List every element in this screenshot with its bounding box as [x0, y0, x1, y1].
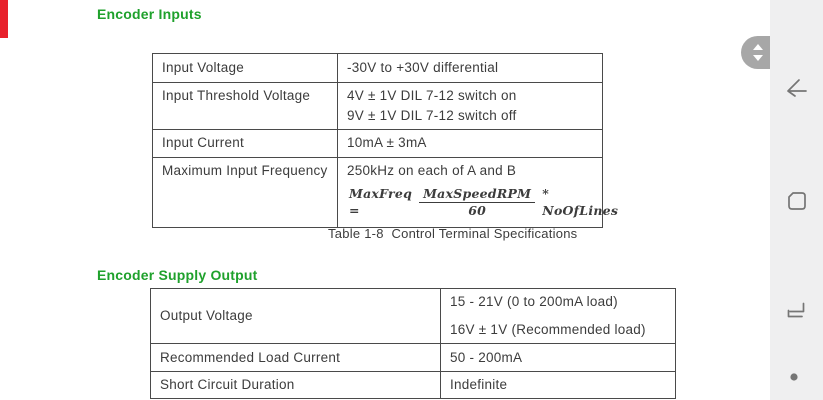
table-row: Maximum Input Frequency 250kHz on each o…: [152, 156, 618, 228]
max-frequency-formula: MaxFreq = MaxSpeedRPM 60 * NoOfLines: [349, 186, 618, 219]
spec-value: -30V to +30V differential: [337, 53, 603, 83]
home-icon: [788, 192, 806, 210]
spec-value: 250kHz on each of A and B MaxFreq = MaxS…: [337, 156, 618, 228]
spec-value: Indefinite: [440, 371, 676, 399]
recents-button[interactable]: [785, 300, 809, 324]
spec-value: 15 - 21V (0 to 200mA load) 16V ± 1V (Rec…: [440, 288, 676, 344]
back-button[interactable]: [784, 77, 808, 101]
spec-value: 4V ± 1V DIL 7-12 switch on 9V ± 1V DIL 7…: [337, 82, 603, 130]
formula-denominator: 60: [468, 203, 487, 219]
table-row: Recommended Load Current 50 - 200mA: [150, 343, 676, 372]
table-row: Output Voltage 15 - 21V (0 to 200mA load…: [150, 288, 676, 344]
encoder-supply-output-table: Output Voltage 15 - 21V (0 to 200mA load…: [150, 288, 676, 399]
section-heading-encoder-inputs: Encoder Inputs: [97, 6, 202, 22]
formula-fraction: MaxSpeedRPM 60: [419, 186, 536, 219]
scroll-down-icon: [753, 55, 763, 61]
spec-value: 50 - 200mA: [440, 343, 676, 372]
formula-rhs: * NoOfLines: [542, 186, 619, 218]
back-icon: [787, 79, 807, 97]
table-caption: Table 1-8 Control Terminal Specification…: [328, 226, 578, 241]
formula-lhs: MaxFreq =: [349, 186, 413, 218]
home-button[interactable]: [785, 190, 809, 214]
encoder-inputs-table: Input Voltage -30V to +30V differential …: [152, 53, 618, 228]
spec-label: Recommended Load Current: [150, 343, 441, 372]
scroll-position-marker: [0, 0, 8, 38]
dot-icon: [790, 373, 798, 381]
recents-icon: [787, 302, 805, 318]
hide-navbar-dot[interactable]: [789, 372, 799, 382]
navigation-bar: [770, 0, 823, 400]
table-row: Input Voltage -30V to +30V differential: [152, 53, 603, 83]
spec-label: Input Current: [152, 128, 338, 158]
spec-label: Maximum Input Frequency: [152, 156, 338, 228]
spec-label: Short Circuit Duration: [150, 371, 441, 399]
scroll-handle[interactable]: [741, 36, 770, 69]
spec-label: Input Threshold Voltage: [152, 82, 338, 130]
spec-value: 10mA ± 3mA: [337, 128, 603, 158]
table-row: Short Circuit Duration Indefinite: [150, 371, 676, 399]
table-row: Input Current 10mA ± 3mA: [152, 128, 603, 158]
table-row: Input Threshold Voltage 4V ± 1V DIL 7-12…: [152, 82, 603, 130]
section-heading-encoder-supply-output: Encoder Supply Output: [97, 267, 258, 283]
formula-numerator: MaxSpeedRPM: [419, 186, 536, 204]
spec-label: Output Voltage: [150, 288, 441, 344]
spec-label: Input Voltage: [152, 53, 338, 83]
scroll-up-icon: [753, 44, 763, 50]
